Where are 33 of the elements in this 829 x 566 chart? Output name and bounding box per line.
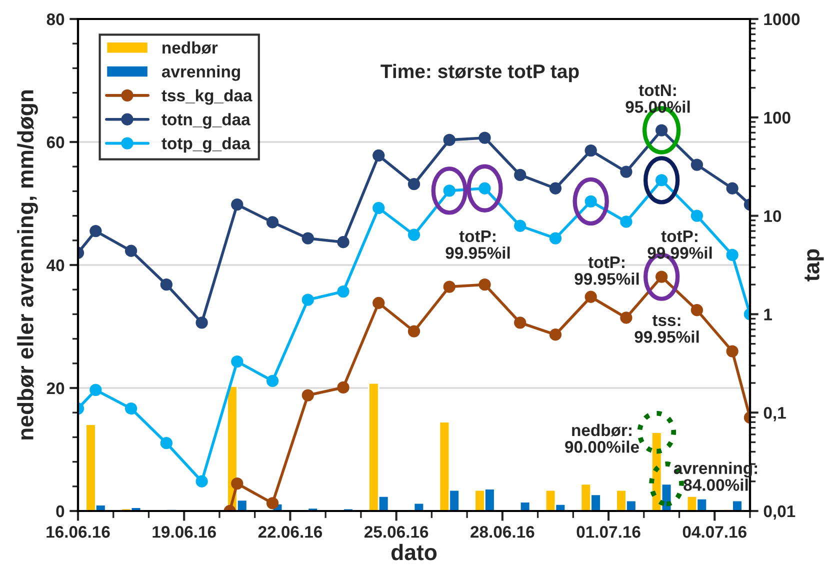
legend-label: totn_g_daa [162,113,250,129]
y-tick-label: 0 [56,505,64,518]
y-tick-label: 80 [46,13,64,26]
x-axis-title: dato [391,544,437,560]
x-tick-label: 22.06.16 [258,526,322,538]
annotation: totP: 99.99%il [648,230,712,259]
annotation: totP: 99.95%il [574,256,639,285]
text: Time: største totP tap [380,64,579,82]
x-tick-label: 16.06.16 [46,526,110,538]
y-tick-label: 20 [46,382,64,394]
x-tick-label: 25.06.16 [364,526,428,538]
annotation: tss: 99.95%il [634,315,699,343]
x-tick-label: 01.07.16 [576,526,640,538]
y2-tick-label: 10 [764,210,782,222]
y2-tick-label: 1 [764,308,772,320]
y2-tick-label: 0,1 [764,407,786,422]
y-axis-title: nedbør eller avrenning, mm/døgn [17,90,38,440]
y2-tick-label: 0,01 [764,505,796,520]
annotation: totP: 99.95%il [446,230,510,259]
x-tick-label: 04.07.16 [682,526,746,538]
y-tick-label: 40 [46,259,64,272]
legend-label: tss_kg_daa [162,89,252,105]
y2-tick-label: 100 [764,112,790,124]
annotation: totN: 95.00%il [626,84,690,113]
legend-label: totp_g_daa [162,137,250,153]
annotation: nedbør: 90.00%ile [565,424,639,453]
legend-label: avrenning [162,65,240,81]
y-tick-label: 60 [46,136,64,148]
legend-label: nedbør [162,41,218,54]
y2-tick-label: 1000 [764,13,800,26]
x-tick-label: 28.06.16 [470,526,534,538]
x-tick-label: 19.06.16 [152,526,216,538]
y2-axis-title: tap [804,249,824,282]
